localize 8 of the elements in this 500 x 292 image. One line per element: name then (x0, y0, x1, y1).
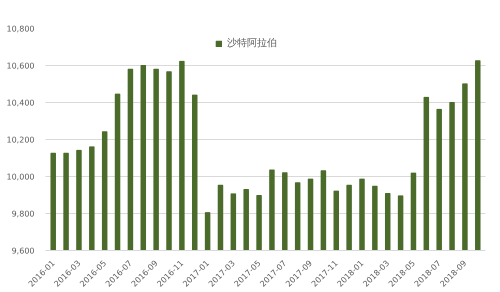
legend-label: 沙特阿拉伯 (227, 36, 277, 50)
y-tick-label: 10,600 (6, 62, 35, 70)
y-tick-label: 9,800 (12, 210, 35, 218)
y-tick-label: 10,000 (6, 172, 35, 182)
y-tick-label: 9,600 (12, 246, 35, 256)
y-tick-label: 10,200 (6, 136, 35, 144)
y-tick-label: 10,800 (6, 24, 35, 34)
y-tick-label: 10,400 (6, 98, 35, 108)
